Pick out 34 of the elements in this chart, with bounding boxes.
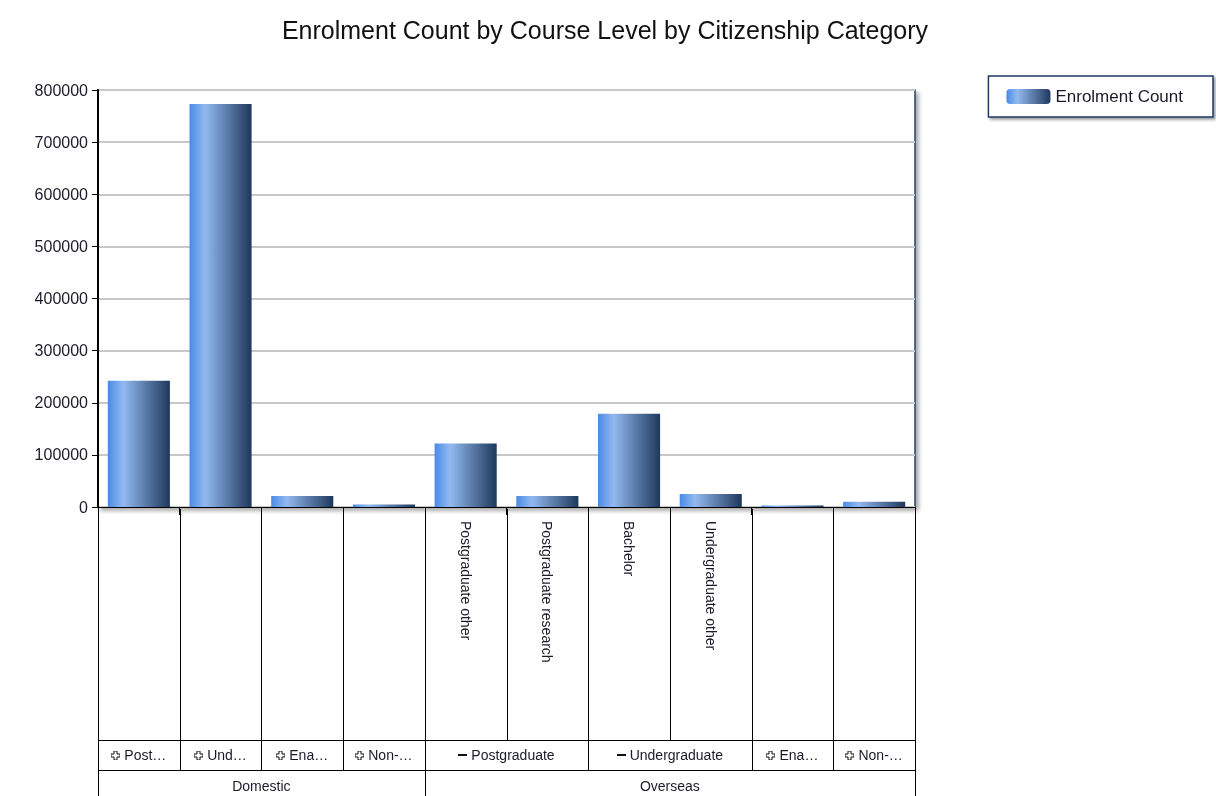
y-tick-label: 600000 <box>34 185 89 203</box>
text: Postgraduate <box>471 747 555 763</box>
legend-label: Enrolment Count <box>1055 87 1184 106</box>
text: Ena… <box>289 747 329 763</box>
text: Overseas <box>638 777 701 796</box>
y-tick-label: 800000 <box>34 81 89 99</box>
bar <box>843 501 906 507</box>
y-tick-label: 400000 <box>34 290 89 307</box>
bar <box>434 443 497 507</box>
x-tick-label: Undergraduate other <box>702 521 719 651</box>
y-tick-label: 0 <box>79 498 89 516</box>
text: Ena… <box>779 747 819 763</box>
bar <box>516 496 579 507</box>
y-tick-label: 700000 <box>34 133 89 151</box>
text: Und… <box>207 747 247 763</box>
bar <box>352 504 415 507</box>
y-tick-label: 200000 <box>34 394 89 412</box>
text: Non-… <box>858 747 903 763</box>
bar <box>598 413 661 507</box>
text: Undergraduate <box>629 747 724 763</box>
text: Non-… <box>368 747 413 763</box>
x-tick-label: Bachelor <box>621 521 638 577</box>
y-tick-label: 100000 <box>34 446 89 464</box>
x-tick-label: Postgraduate research <box>539 521 556 663</box>
y-tick-label: 500000 <box>34 237 89 255</box>
bar <box>271 496 334 507</box>
bar <box>189 104 252 507</box>
chart-title: Enrolment Count by Course Level by Citizenship Category <box>281 15 929 44</box>
x-tick-label: Postgraduate other <box>457 521 474 641</box>
bar <box>679 493 742 507</box>
text: Post… <box>124 747 167 763</box>
y-tick-label: 300000 <box>34 342 89 360</box>
bar <box>107 380 170 507</box>
text: Domestic <box>231 777 292 796</box>
